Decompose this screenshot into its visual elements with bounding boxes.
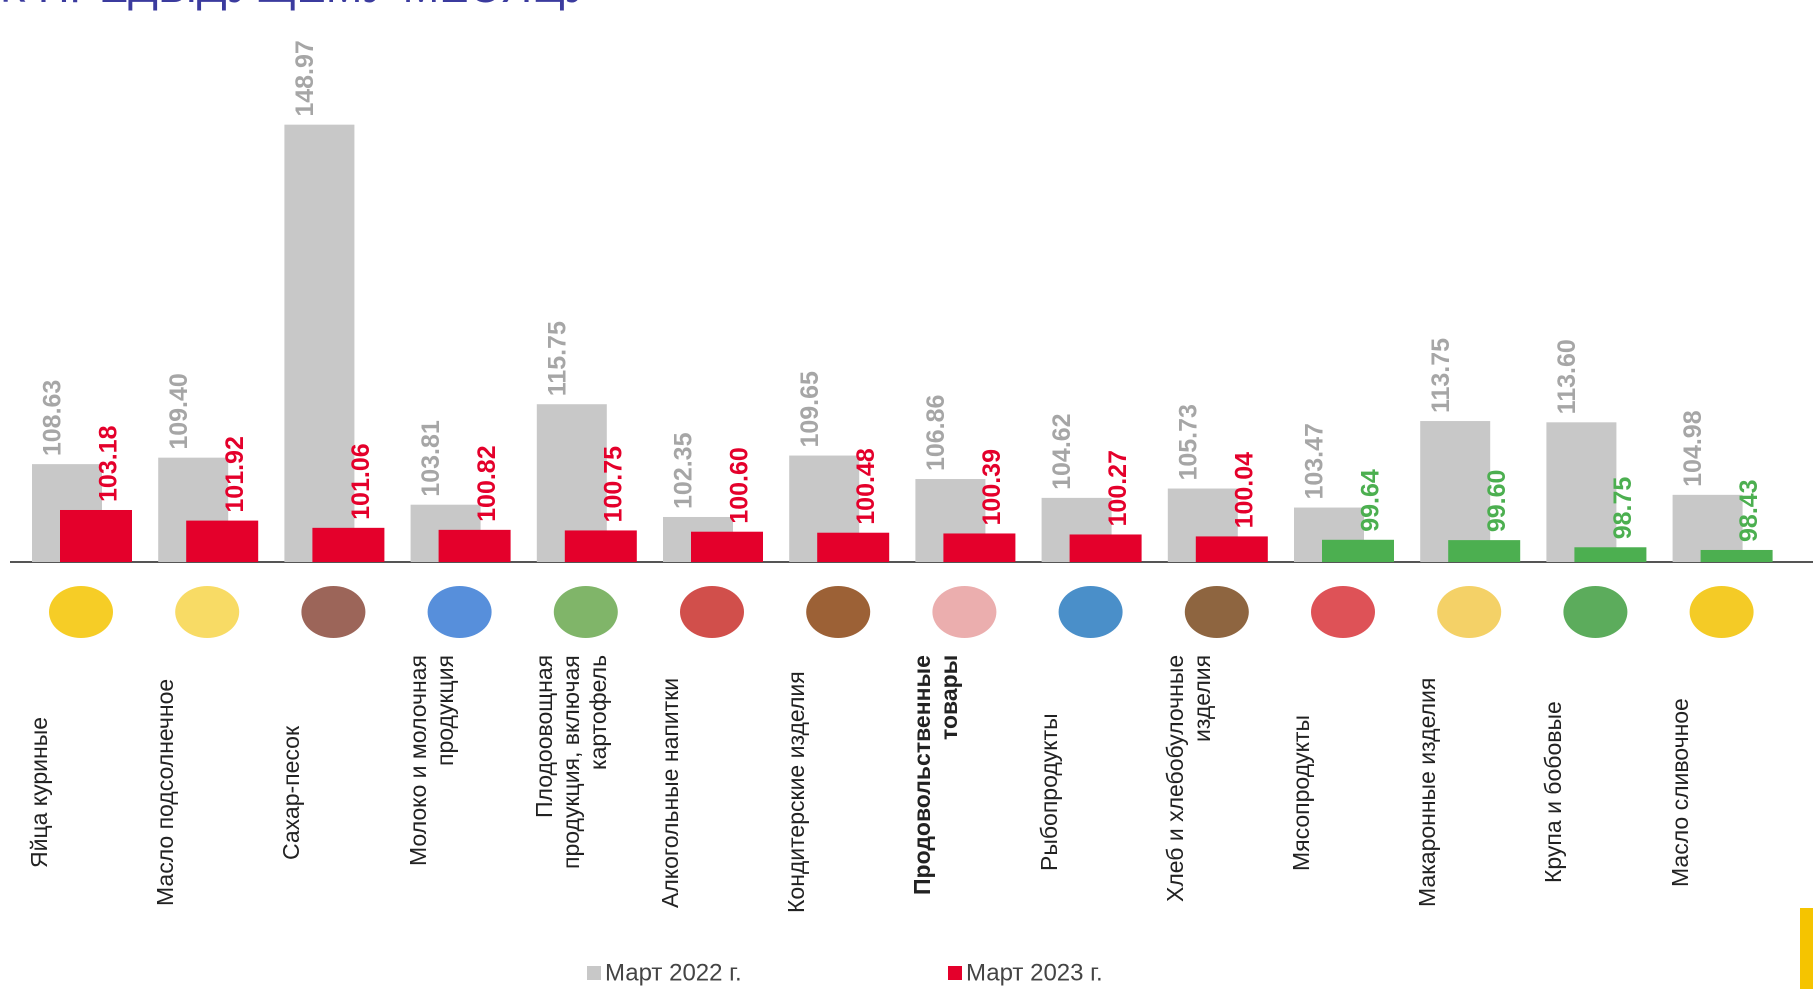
bar xyxy=(284,125,354,562)
icon xyxy=(680,586,744,638)
bar xyxy=(439,530,511,562)
value-label: 104.62 xyxy=(1048,413,1076,489)
decoration xyxy=(1800,908,1813,989)
x-tick-label: Яйца куриные xyxy=(26,655,136,930)
page: К ПРЕДЫДУЩЕМУ МЕСЯЦУ 108.63 103.18 109.40 1… xyxy=(0,0,1813,989)
bar xyxy=(1701,550,1773,562)
value-label: 98.43 xyxy=(1735,479,1763,542)
value-label: 100.48 xyxy=(852,448,880,525)
bar xyxy=(1574,547,1646,562)
legend-label: Март 2022 г. xyxy=(605,959,742,986)
bar xyxy=(1448,540,1520,562)
value-label: 99.64 xyxy=(1357,469,1385,532)
legend-swatch xyxy=(948,966,962,980)
value-label: 100.82 xyxy=(473,445,501,521)
value-label: 102.35 xyxy=(670,432,698,509)
bar xyxy=(186,521,258,562)
chart-title: К ПРЕДЫДУЩЕМУ МЕСЯЦУ xyxy=(0,0,594,12)
icon xyxy=(428,586,492,638)
value-label: 113.60 xyxy=(1553,339,1581,414)
icon xyxy=(1690,586,1754,638)
x-tick-label: Рыбопродукты xyxy=(1036,655,1146,930)
bar xyxy=(1322,540,1394,562)
value-label: 100.39 xyxy=(978,449,1006,525)
value-label: 103.47 xyxy=(1301,423,1329,499)
value-label: 100.27 xyxy=(1104,450,1132,526)
value-label: 103.81 xyxy=(417,420,445,497)
x-tick-label: Продовольственные товары xyxy=(909,655,1019,930)
icon xyxy=(1185,586,1249,638)
value-label: 99.60 xyxy=(1483,470,1511,533)
bar xyxy=(312,528,384,562)
x-tick-label: Макаронные изделия xyxy=(1414,655,1524,930)
icon xyxy=(932,586,996,638)
value-label: 115.75 xyxy=(543,321,571,396)
icon xyxy=(1437,586,1501,638)
value-label: 109.40 xyxy=(165,373,193,449)
icon xyxy=(175,586,239,638)
icon xyxy=(301,586,365,638)
bar xyxy=(817,533,889,562)
value-label: 101.92 xyxy=(221,436,249,512)
value-label: 108.63 xyxy=(39,380,67,456)
value-label: 100.75 xyxy=(599,446,627,523)
value-label: 109.65 xyxy=(796,371,824,448)
icon xyxy=(554,586,618,638)
bar xyxy=(60,510,132,562)
value-label: 105.73 xyxy=(1174,404,1202,480)
icon xyxy=(1059,586,1123,638)
x-tick-label: Масло подсолнечное xyxy=(152,655,262,930)
bar xyxy=(1070,534,1142,562)
x-tick-label: Сахар-песок xyxy=(278,655,388,930)
value-label: 106.86 xyxy=(922,395,950,471)
value-label: 100.60 xyxy=(726,447,754,523)
legend-label: Март 2023 г. xyxy=(966,959,1103,986)
value-label: 104.98 xyxy=(1679,410,1707,487)
icon xyxy=(806,586,870,638)
value-label: 100.04 xyxy=(1230,452,1258,529)
icon xyxy=(1311,586,1375,638)
icon xyxy=(49,586,113,638)
bar xyxy=(691,532,763,562)
x-tick-label: Масло сливочное xyxy=(1667,655,1777,930)
bar xyxy=(565,530,637,562)
value-label: 98.75 xyxy=(1609,477,1637,540)
value-label: 101.06 xyxy=(347,443,375,519)
x-tick-label: Мясопродукты xyxy=(1288,655,1398,930)
value-label: 103.18 xyxy=(95,425,123,502)
value-label: 113.75 xyxy=(1427,338,1455,413)
bar xyxy=(1196,536,1268,562)
x-tick-label: Алкогольные напитки xyxy=(657,655,767,930)
x-tick-label: Хлеб и хлебобулочные изделия xyxy=(1162,655,1272,930)
icon xyxy=(1563,586,1627,638)
x-tick-label: Крупа и бобовые xyxy=(1540,655,1650,930)
legend-swatch xyxy=(587,966,601,980)
x-tick-label: Плодоовощная продукция, включая картофел… xyxy=(531,655,641,930)
value-label: 148.97 xyxy=(291,40,319,116)
x-tick-label: Молоко и молочная продукция xyxy=(405,655,515,930)
bar xyxy=(1546,422,1616,562)
bar xyxy=(943,533,1015,562)
x-tick-label: Кондитерские изделия xyxy=(783,655,893,930)
